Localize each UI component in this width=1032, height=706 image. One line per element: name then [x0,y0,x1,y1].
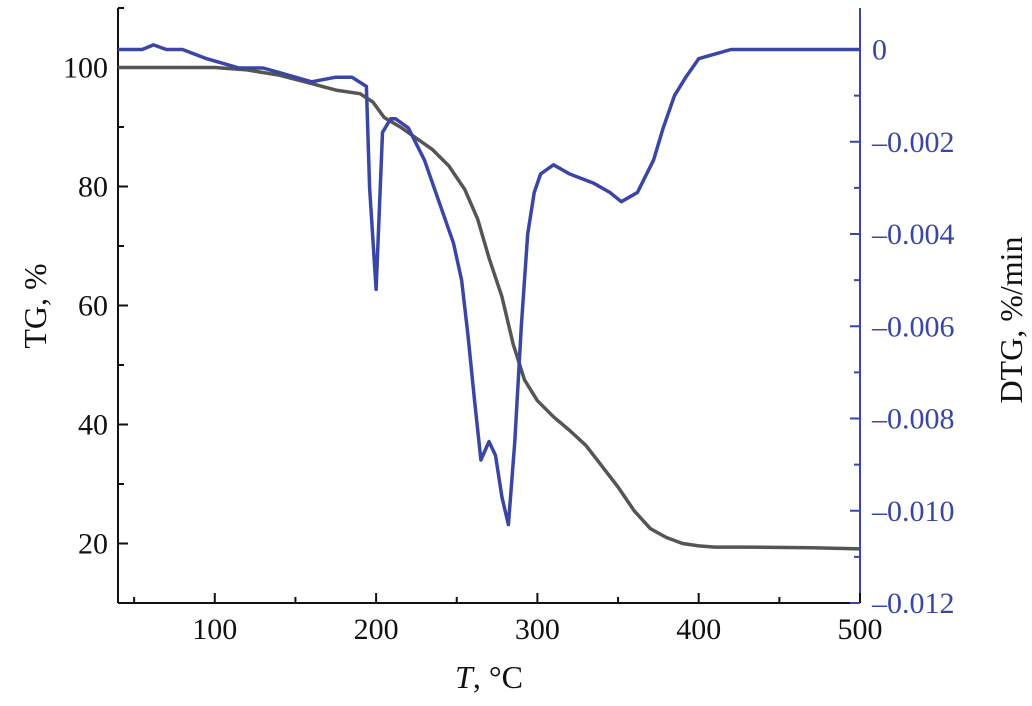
y-right-axis-title: DTG, %/min [993,236,1029,403]
y-left-axis-title: TG, % [17,263,53,348]
tg-curve [118,65,861,551]
x-axis-title: T, °C [455,659,523,695]
y-right-tick-label: –0.006 [871,310,955,343]
y-left-tick-label: 100 [63,52,108,85]
y-right-tick-label: –0.004 [871,218,955,251]
x-tick-label: 200 [354,613,399,646]
x-tick-label: 300 [515,613,560,646]
y-left-tick-label: 40 [78,409,108,442]
y-right-tick-label: –0.002 [871,126,955,159]
x-axis-title-symbol: T [455,659,475,695]
y-right-tick-label: –0.010 [871,495,955,528]
x-tick-label: 400 [676,613,721,646]
y-right-tick-label: –0.012 [871,587,955,620]
x-axis-title-unit: , °C [473,659,523,695]
y-left-tick-label: 80 [78,171,108,204]
dtg-curve [118,43,860,527]
x-tick-label: 500 [838,613,883,646]
y-left-tick-label: 20 [78,528,108,561]
x-tick-label: 100 [192,613,237,646]
y-right-tick-label: 0 [872,34,887,67]
y-left-tick-label: 60 [78,290,108,323]
y-right-tick-label: –0.008 [871,403,955,436]
